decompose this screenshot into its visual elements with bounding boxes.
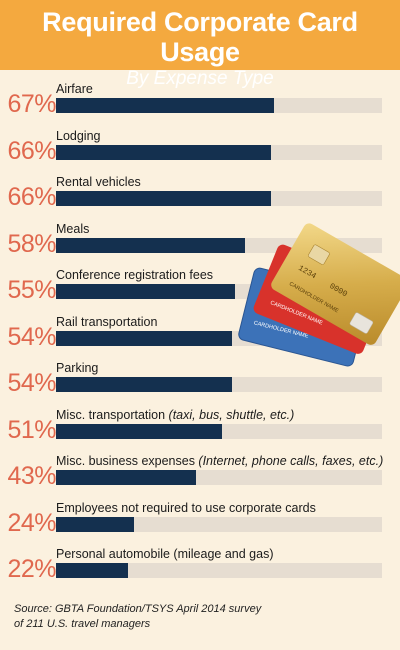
category-name: Misc. transportation — [56, 407, 166, 422]
bar-value-label: 55% — [7, 276, 56, 304]
category-name: Conference registration fees — [56, 268, 214, 282]
category-name: Misc. business expenses — [56, 454, 195, 468]
bar-value-label: 43% — [7, 462, 56, 490]
bar-category-label: Personal automobile (mileage and gas) — [56, 547, 274, 561]
credit-cards-icon: 1234 CARDHOLDER NAME 1234 CARDHOLDER NAM… — [238, 223, 400, 367]
category-name: Meals — [56, 221, 90, 236]
bar-category-label: Misc. business expenses (Internet, phone… — [56, 454, 383, 468]
bar-track — [56, 144, 382, 160]
bar-track — [56, 423, 382, 439]
bar — [56, 284, 236, 299]
bar-row: 24% Employees not required to use corpora… — [0, 495, 400, 542]
source-line-1: Source: GBTA Foundation/TSYS April 2014 … — [14, 603, 262, 615]
category-name: Rail transportation — [56, 314, 158, 329]
bar-category-label: Rental vehicles — [56, 175, 141, 189]
bar-row: 51% Misc. transportation (taxi, bus, shut… — [0, 402, 400, 449]
page-title: Required Corporate Card Usage — [42, 7, 358, 67]
source-line-2: of 211 U.S. travel managers — [14, 618, 151, 630]
bar-value-label: 24% — [7, 508, 56, 537]
bar-row: 54% Parking — [0, 355, 400, 402]
bar-category-label: Lodging — [56, 129, 101, 143]
source-note: Source: GBTA Foundation/TSYS April 2014 … — [14, 602, 314, 632]
bar-category-label: Employees not required to use corporate … — [56, 501, 316, 515]
bar-track — [56, 470, 382, 485]
bar — [56, 144, 272, 160]
category-name: Airfare — [56, 82, 93, 96]
bar-row: 66% Lodging — [0, 123, 400, 170]
category-name: Parking — [56, 361, 99, 375]
category-name: Rental vehicles — [56, 175, 141, 189]
header: Required Corporate Card Usage By Expense… — [0, 0, 400, 89]
bar — [56, 330, 233, 346]
category-name: Personal automobile (mileage and gas) — [56, 547, 274, 561]
bar-value-label: 54% — [7, 369, 56, 397]
bar-track — [56, 191, 382, 206]
bar-row: 43% Misc. business expenses (Internet, ph… — [0, 448, 400, 495]
bar — [56, 423, 223, 439]
bar-value-label: 66% — [7, 136, 56, 165]
gold-card-icon: 1234 0000 CARDHOLDER NAME — [271, 223, 400, 345]
bar — [56, 237, 246, 253]
bar-category-label: Rail transportation — [56, 315, 157, 329]
category-name: Employees not required to use corporate … — [56, 500, 316, 515]
bar-value-label: 67% — [7, 90, 56, 118]
bar-value-label: 54% — [7, 322, 56, 351]
bar-track — [56, 98, 382, 113]
bar-track — [56, 516, 382, 532]
bar-value-label: 22% — [7, 555, 56, 583]
bar-value-label: 66% — [7, 183, 56, 211]
bar-category-label: Meals — [56, 222, 89, 236]
bar-chart: 67% Airfare 66% Lodging 66% Rental vehicles 58… — [0, 76, 400, 596]
bar-category-label: Airfare — [56, 82, 93, 96]
bar — [56, 516, 135, 532]
bar-row: 66% Rental vehicles — [0, 169, 400, 216]
bar-track — [56, 563, 382, 578]
bar — [56, 470, 197, 485]
bar — [56, 563, 128, 578]
bar-row: 22% Personal automobile (mileage and gas) — [0, 541, 400, 588]
bar-value-label: 58% — [7, 229, 56, 258]
bar-category-label: Conference registration fees — [56, 268, 213, 282]
category-note: (Internet, phone calls, faxes, etc.) — [194, 454, 384, 468]
category-name: Lodging — [56, 128, 101, 143]
bar-row: 67% Airfare — [0, 76, 400, 123]
bar-category-label: Misc. transportation (taxi, bus, shuttle… — [56, 408, 294, 422]
category-note: (taxi, bus, shuttle, etc.) — [165, 407, 295, 422]
page-subtitle: By Expense Type — [126, 68, 274, 89]
bar — [56, 191, 272, 206]
bar-category-label: Parking — [56, 361, 98, 375]
bar — [56, 98, 275, 113]
bar — [56, 377, 233, 392]
bar-track — [56, 377, 382, 392]
bar-value-label: 51% — [7, 415, 56, 444]
